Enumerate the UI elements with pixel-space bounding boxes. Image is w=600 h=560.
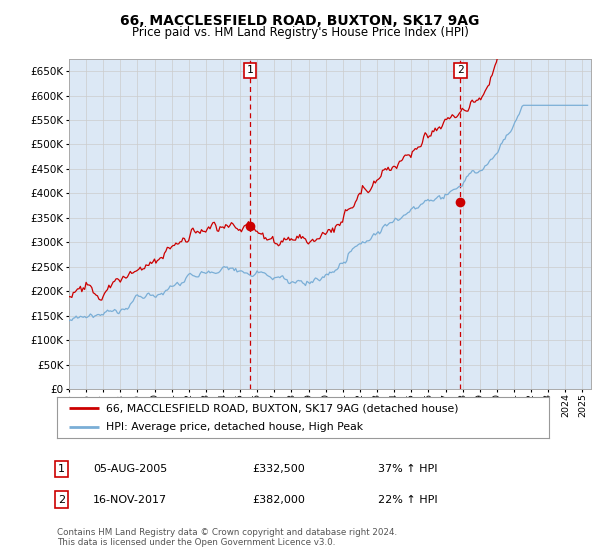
Text: £382,000: £382,000 <box>252 494 305 505</box>
Text: 1: 1 <box>247 66 253 76</box>
Text: Price paid vs. HM Land Registry's House Price Index (HPI): Price paid vs. HM Land Registry's House … <box>131 26 469 39</box>
Text: 05-AUG-2005: 05-AUG-2005 <box>93 464 167 474</box>
Text: HPI: Average price, detached house, High Peak: HPI: Average price, detached house, High… <box>106 422 364 432</box>
Text: 37% ↑ HPI: 37% ↑ HPI <box>378 464 437 474</box>
Text: 2: 2 <box>457 66 464 76</box>
Text: 16-NOV-2017: 16-NOV-2017 <box>93 494 167 505</box>
Text: 22% ↑ HPI: 22% ↑ HPI <box>378 494 437 505</box>
Text: 66, MACCLESFIELD ROAD, BUXTON, SK17 9AG: 66, MACCLESFIELD ROAD, BUXTON, SK17 9AG <box>121 14 479 28</box>
Text: Contains HM Land Registry data © Crown copyright and database right 2024.
This d: Contains HM Land Registry data © Crown c… <box>57 528 397 547</box>
Text: £332,500: £332,500 <box>252 464 305 474</box>
Text: 2: 2 <box>58 494 65 505</box>
Text: 66, MACCLESFIELD ROAD, BUXTON, SK17 9AG (detached house): 66, MACCLESFIELD ROAD, BUXTON, SK17 9AG … <box>106 403 459 413</box>
Text: 1: 1 <box>58 464 65 474</box>
